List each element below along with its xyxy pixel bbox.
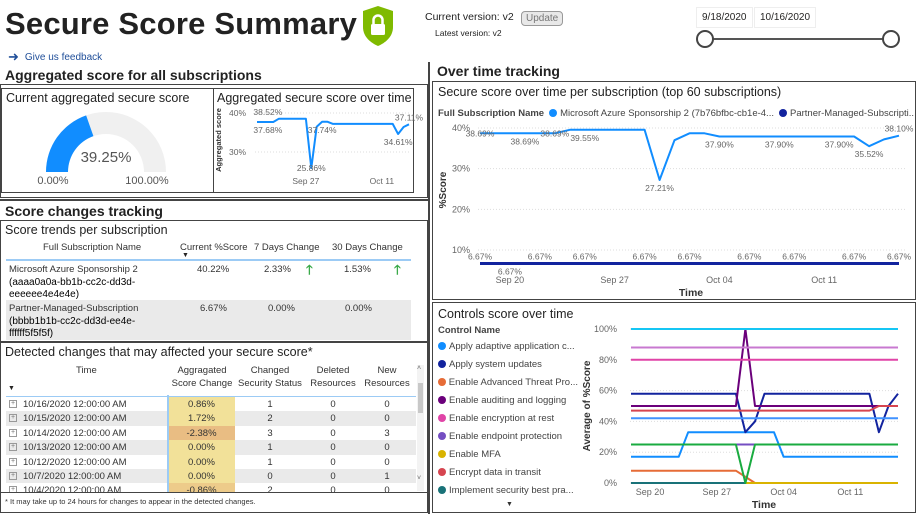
table-row[interactable]: Microsoft Azure Sponsorship 2 (aaaa0a0a-b… — [9, 262, 401, 300]
current-version: Current version: v2 — [425, 11, 514, 23]
arrow-right-icon: ➜ — [8, 49, 19, 64]
score-trends-title: Score trends per subscription — [5, 223, 168, 237]
legend-item[interactable]: Apply system updates — [438, 355, 578, 373]
scroll-up-icon[interactable]: ˄ — [417, 365, 422, 372]
legend-dot — [438, 396, 446, 404]
col-header-status[interactable]: Changed Security Status — [238, 365, 302, 389]
table-row[interactable]: +10/14/2020 12:00:00 AM -2.38% 3 0 3 — [6, 425, 416, 441]
legend-item[interactable]: Enable auditing and logging — [438, 391, 578, 409]
latest-version: Latest version: v2 — [435, 28, 502, 38]
legend-dot — [438, 414, 446, 422]
aggregated-section-title: Aggregated score for all subscriptions — [5, 67, 262, 83]
legend: Apply adaptive application c... Apply sys… — [438, 337, 578, 499]
legend-dot — [438, 450, 446, 458]
expand-icon[interactable]: + — [9, 472, 17, 480]
legend-item[interactable]: Partner-Managed-Subscripti... — [789, 108, 917, 119]
detected-changes-rows: +10/16/2020 12:00:00 AM 0.86% 1 0 0 +10/15/20… — [6, 396, 416, 492]
col-header-name[interactable]: Full Subscription Name — [43, 242, 142, 253]
detected-changes-panel: Detected changes that may affected your … — [0, 342, 428, 513]
expand-icon[interactable]: + — [9, 457, 17, 466]
scrollbar-thumb[interactable] — [418, 383, 423, 413]
legend-item[interactable]: Apply adaptive application c... — [438, 337, 578, 355]
table-row[interactable]: +10/13/2020 12:00:00 AM 0.00% 1 0 0 — [6, 440, 416, 455]
gauge-card: Current aggregated secure score — [1, 88, 214, 193]
sort-desc-icon: ▼ — [8, 385, 15, 392]
legend-item[interactable]: Implement security best pra... — [438, 481, 578, 499]
legend-dot — [438, 360, 446, 368]
legend-dot — [778, 109, 787, 117]
expand-icon[interactable]: + — [9, 486, 17, 492]
col-header-change[interactable]: Aggragated Score Change — [171, 365, 233, 389]
table-row[interactable]: +10/15/2020 12:00:00 AM 1.72% 2 0 0 — [6, 411, 416, 426]
legend-item[interactable]: Enable Advanced Threat Pro... — [438, 373, 578, 391]
col-header-time[interactable]: Time — [76, 365, 97, 376]
legend-dot — [549, 109, 558, 117]
legend-item[interactable]: Enable MFA — [438, 445, 578, 463]
update-button[interactable]: Update — [521, 11, 564, 26]
table-row[interactable]: +10/7/2020 12:00:00 AM 0.00% 0 0 1 — [6, 469, 416, 484]
table-row[interactable]: +10/16/2020 12:00:00 AM 0.86% 1 0 0 — [6, 397, 416, 412]
expand-icon[interactable]: + — [9, 414, 17, 423]
aggregated-panel — [0, 84, 428, 198]
legend: Full Subscription Name Microsoft Azure S… — [438, 108, 917, 119]
date-slider-end-handle[interactable] — [882, 30, 900, 48]
page-title: Secure Score Summary — [5, 6, 358, 41]
scrollbar[interactable]: ˄ ˅ — [417, 365, 424, 491]
per-subscription-chart-card: Secure score over time per subscription … — [432, 81, 917, 300]
divider — [0, 199, 428, 201]
col-header-score[interactable]: Current %Score — [180, 242, 248, 253]
aggregated-chart-title: Aggregated secure score over time — [217, 91, 412, 105]
arrow-up-icon: 🡑 — [306, 262, 313, 277]
legend-dot — [438, 342, 446, 350]
gauge-title: Current aggregated secure score — [6, 91, 190, 105]
aggregated-chart-card: Aggregated secure score over time — [213, 88, 414, 193]
col-header-deleted[interactable]: Deleted Resources — [310, 365, 356, 389]
per-subscription-chart-title: Secure score over time per subscription … — [438, 85, 782, 99]
table-row[interactable]: +10/12/2020 12:00:00 AM 0.00% 1 0 0 — [6, 454, 416, 469]
over-time-section-title: Over time tracking — [437, 63, 560, 79]
legend-dot — [438, 378, 446, 386]
footnote: * It may take up to 24 hours for changes… — [5, 497, 256, 506]
shield-lock-icon — [363, 6, 393, 46]
col-header-7d[interactable]: 7 Days Change — [254, 242, 320, 253]
divider — [428, 62, 430, 514]
legend-dot — [438, 468, 446, 476]
col-header-new[interactable]: New Resources — [364, 365, 410, 389]
date-slider-start-handle[interactable] — [696, 30, 714, 48]
table-row[interactable]: +10/4/2020 12:00:00 AM -0.86% 2 0 0 — [6, 483, 416, 492]
legend-title: Control Name — [438, 325, 501, 336]
legend-dot — [438, 432, 446, 440]
table-row[interactable]: Partner-Managed-Subscription (bbbb1b1b-cc… — [6, 300, 411, 340]
scroll-down-icon[interactable]: ˅ — [417, 475, 422, 482]
legend-item[interactable]: Enable encryption at rest — [438, 409, 578, 427]
legend-item[interactable]: Encrypt data in transit — [438, 463, 578, 481]
sort-desc-icon: ▼ — [182, 252, 189, 259]
score-changes-section-title: Score changes tracking — [5, 203, 163, 219]
legend-item[interactable]: Microsoft Azure Sponsorship 2 (7b76bfbc-… — [560, 108, 774, 119]
date-slider-track[interactable] — [706, 38, 892, 40]
legend-item[interactable]: Enable endpoint protection — [438, 427, 578, 445]
controls-chart-card: Controls score over time Control Name Ap… — [432, 302, 916, 513]
score-trends-panel: Score trends per subscription Full Subsc… — [0, 220, 428, 342]
expand-icon[interactable]: + — [9, 428, 17, 437]
col-header-30d[interactable]: 30 Days Change — [332, 242, 403, 253]
expand-icon[interactable]: + — [9, 443, 17, 452]
end-date-input[interactable]: 10/16/2020 — [754, 7, 817, 28]
expand-icon[interactable]: + — [9, 400, 17, 408]
arrow-up-icon: 🡑 — [394, 262, 401, 277]
detected-changes-title: Detected changes that may affected your … — [5, 345, 313, 359]
legend-more-icon[interactable]: ▼ — [506, 501, 513, 508]
feedback-link[interactable]: ➜ Give us feedback — [8, 49, 103, 64]
legend-dot — [438, 486, 446, 494]
controls-chart-title: Controls score over time — [438, 307, 574, 321]
start-date-input[interactable]: 9/18/2020 — [696, 7, 753, 28]
